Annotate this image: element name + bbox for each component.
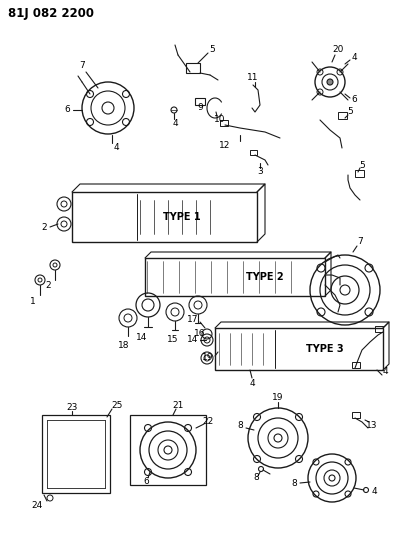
Bar [72,192,257,242]
Text: 25: 25 [111,400,123,409]
Text: 6: 6 [64,106,70,115]
Circle shape [327,79,333,85]
Text: 18: 18 [118,342,130,351]
Text: 12: 12 [219,141,231,149]
Bar [145,258,325,296]
Text: 11: 11 [247,74,259,83]
Bar [130,415,206,485]
Bar [355,170,364,177]
Text: 22: 22 [202,417,213,426]
Bar [352,412,360,418]
Text: 13: 13 [366,421,378,430]
Text: 5: 5 [209,45,215,54]
Bar [338,112,347,119]
Text: 4: 4 [371,488,377,497]
Text: 23: 23 [66,402,78,411]
Text: 4: 4 [351,53,357,62]
Bar [186,63,200,73]
Text: 3: 3 [257,167,263,176]
Text: 8: 8 [291,479,297,488]
Text: 4: 4 [249,378,255,387]
Text: 4: 4 [172,118,178,127]
Text: 17: 17 [187,316,199,325]
Bar [215,328,383,370]
Bar [250,150,257,155]
Text: 4: 4 [113,143,119,152]
Text: 6: 6 [143,478,149,487]
Text: 20: 20 [332,45,344,54]
Text: 16: 16 [194,328,206,337]
Text: 14: 14 [136,333,148,342]
Bar [195,98,205,105]
Text: TYPE 1: TYPE 1 [163,212,201,222]
Text: 6: 6 [351,95,357,104]
Bar [42,415,110,493]
Bar [220,120,228,126]
Text: 5: 5 [359,160,365,169]
Text: 19: 19 [202,353,214,362]
Text: 7: 7 [357,238,363,246]
Text: 15: 15 [167,335,179,344]
Text: 8: 8 [237,422,243,431]
Bar [375,326,383,332]
Bar [352,362,360,368]
Text: 4: 4 [382,367,388,376]
Text: 19: 19 [272,393,284,402]
Text: 10: 10 [214,116,226,125]
Text: 2: 2 [45,280,51,289]
Text: 5: 5 [347,108,353,117]
Text: 9: 9 [197,102,203,111]
Text: 8: 8 [253,473,259,482]
Text: 2: 2 [41,222,47,231]
Text: TYPE 3: TYPE 3 [306,344,344,354]
Text: 81J 082 2200: 81J 082 2200 [8,7,94,20]
Text: TYPE 2: TYPE 2 [246,272,284,282]
Text: 7: 7 [79,61,85,70]
Text: 21: 21 [172,400,184,409]
Text: 1: 1 [30,297,36,306]
Text: 24: 24 [31,500,43,510]
Text: 14: 14 [187,335,199,344]
